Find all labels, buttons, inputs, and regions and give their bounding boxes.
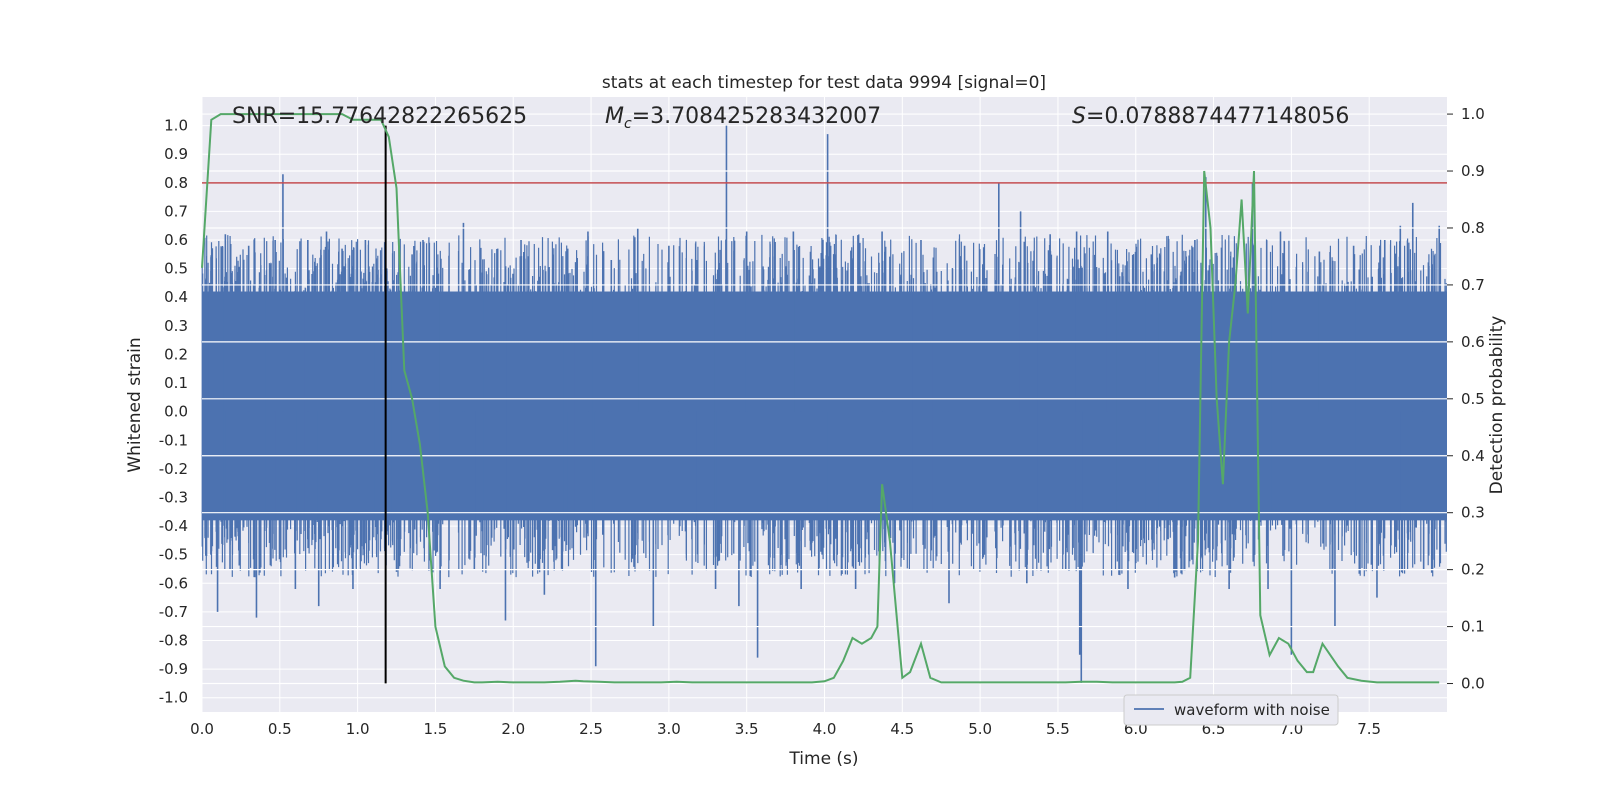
- y-tick-label-left: 1.0: [164, 117, 188, 135]
- s-value: =0.0788874477148056: [1086, 104, 1349, 129]
- strain-spikes: [208, 125, 1441, 684]
- strain-band: [201, 234, 1447, 578]
- x-tick-label: 4.5: [890, 720, 914, 738]
- y-tick-label-right: 0.1: [1461, 618, 1485, 636]
- y-tick-label-left: -1.0: [159, 689, 188, 707]
- y-ticks-left: 1.0 0.9 0.8 0.7 0.6 0.5 0.4 0.3 0.2 0.1 0.0 -0.1 -0.…: [159, 117, 188, 707]
- chart-title: stats at each timestep for test data 999…: [602, 73, 1046, 93]
- y-tick-label-left: 0.9: [164, 145, 188, 163]
- x-tick-label: 5.5: [1046, 720, 1070, 738]
- x-tick-label: 0.5: [268, 720, 292, 738]
- x-tick-label: 2.5: [579, 720, 603, 738]
- chirp-mass-subscript: c: [624, 116, 632, 132]
- x-tick-label: 5.0: [968, 720, 992, 738]
- x-tick-label: 3.0: [657, 720, 681, 738]
- y-tick-label-right: 0.5: [1461, 390, 1485, 408]
- y-tick-label-left: -0.3: [159, 488, 188, 506]
- y-tick-label-left: 0.3: [164, 317, 188, 335]
- x-tick-label: 3.5: [735, 720, 759, 738]
- y-axis-label-right: Detection probability: [1487, 316, 1507, 495]
- y-axis-label-left: Whitened strain: [125, 337, 145, 472]
- y-tick-label-left: -0.5: [159, 546, 188, 564]
- y-tick-label-left: 0.7: [164, 202, 188, 220]
- y-tick-label-right: 0.3: [1461, 504, 1485, 522]
- chirp-mass-value: =3.708425283432007: [632, 104, 881, 129]
- legend-label: waveform with noise: [1174, 701, 1330, 719]
- x-tick-label: 1.5: [424, 720, 448, 738]
- x-ticks: 0.0 0.5 1.0 1.5 2.0 2.5 3.0 3.5 4.0 4.5 5.0 5.5 6.0 6…: [190, 720, 1381, 738]
- probability-group: [201, 113, 1440, 684]
- y-tick-label-right: 0.9: [1461, 162, 1485, 180]
- x-tick-label: 1.0: [346, 720, 370, 738]
- chirp-mass-symbol: M: [605, 104, 624, 129]
- y-tick-label-left: -0.1: [159, 431, 188, 449]
- y-tick-label-left: 0.5: [164, 260, 188, 278]
- y-tick-label-right: 0.2: [1461, 561, 1485, 579]
- chirp-mass-annotation: Mc=3.708425283432007: [605, 104, 881, 132]
- y-tick-label-left: -0.6: [159, 574, 188, 592]
- y-tick-label-left: 0.1: [164, 374, 188, 392]
- s-annotation: S=0.0788874477148056: [1072, 104, 1349, 129]
- y-tick-label-right: 0.7: [1461, 276, 1485, 294]
- snr-annotation: SNR=15.77642822265625: [232, 104, 527, 129]
- prob-grid: [202, 113, 1447, 685]
- y-tick-label-left: 0.2: [164, 345, 188, 363]
- x-tick-label: 4.0: [813, 720, 837, 738]
- x-axis-label: Time (s): [788, 749, 858, 769]
- legend-box: [1123, 694, 1339, 726]
- y-tick-label-left: -0.9: [159, 660, 188, 678]
- y-tick-label-left: 0.6: [164, 231, 188, 249]
- y-tick-label-left: -0.2: [159, 460, 188, 478]
- y-tick-label-right: 0.8: [1461, 219, 1485, 237]
- probability-line: [201, 113, 1440, 684]
- y-tick-label-left: 0.4: [164, 288, 188, 306]
- x-tick-label: 2.0: [501, 720, 525, 738]
- y-tick-label-right: 0.4: [1461, 447, 1485, 465]
- y-tick-label-left: -0.4: [159, 517, 188, 535]
- legend: waveform with noise: [1123, 694, 1339, 726]
- y-tick-label-right: 1.0: [1461, 105, 1485, 123]
- s-symbol: S: [1072, 104, 1086, 129]
- y-tick-label-right: 0.0: [1461, 675, 1485, 693]
- y-tick-label-right: 0.6: [1461, 333, 1485, 351]
- x-tick-label: 7.5: [1357, 720, 1381, 738]
- x-tick-label: 0.0: [190, 720, 214, 738]
- y-ticks-right: 1.0 0.9 0.8 0.7 0.6 0.5 0.4 0.3 0.2 0.1 0.0: [1447, 105, 1485, 693]
- y-tick-label-left: 0.8: [164, 174, 188, 192]
- y-tick-label-left: -0.7: [159, 603, 188, 621]
- strain-noise-texture: [201, 234, 1447, 578]
- y-tick-label-left: -0.8: [159, 631, 188, 649]
- y-tick-label-left: 0.0: [164, 403, 188, 421]
